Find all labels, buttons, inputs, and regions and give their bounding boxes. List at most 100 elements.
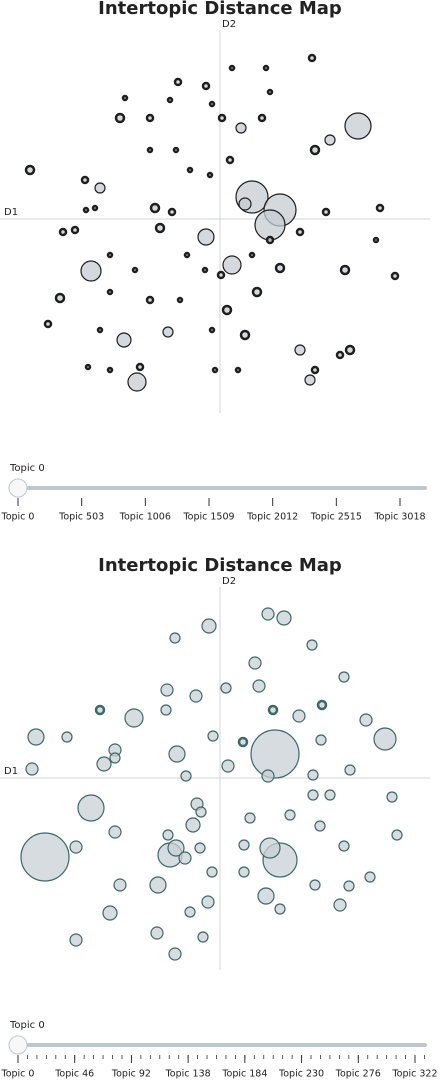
topic-bubble[interactable]: [390, 271, 400, 281]
topic-bubble[interactable]: [292, 709, 306, 723]
topic-bubble[interactable]: [262, 64, 270, 72]
topic-bubble[interactable]: [372, 236, 380, 244]
topic-bubble[interactable]: [295, 227, 305, 237]
topic-bubble[interactable]: [167, 207, 177, 217]
topic-bubble[interactable]: [344, 764, 356, 776]
topic-bubble[interactable]: [207, 730, 219, 742]
topic-bubble[interactable]: [238, 197, 252, 211]
topic-bubble[interactable]: [109, 752, 121, 764]
topic-bubble[interactable]: [304, 374, 316, 386]
topic-bubble[interactable]: [80, 175, 90, 185]
topic-bubble[interactable]: [274, 262, 286, 274]
topic-bubble[interactable]: [91, 204, 99, 212]
topic-bubble[interactable]: [145, 113, 155, 123]
topic-bubble[interactable]: [108, 825, 122, 839]
topic-bubble[interactable]: [167, 839, 185, 857]
topic-bubble[interactable]: [321, 207, 331, 217]
topic-bubble[interactable]: [194, 842, 206, 854]
topic-bubble[interactable]: [217, 113, 227, 123]
topic-bubble[interactable]: [197, 931, 209, 943]
topic-bubble[interactable]: [254, 209, 286, 241]
topic-bubble[interactable]: [201, 81, 211, 91]
topic-bubble[interactable]: [145, 295, 155, 305]
topic-bubble[interactable]: [391, 829, 403, 841]
topic-bubble[interactable]: [58, 227, 68, 237]
topic-bubble[interactable]: [276, 610, 292, 626]
topic-bubble[interactable]: [208, 100, 216, 108]
topic-bubble[interactable]: [106, 288, 114, 296]
topic-bubble[interactable]: [124, 708, 144, 728]
topic-bubble[interactable]: [70, 225, 80, 235]
topic-bubble[interactable]: [339, 264, 351, 276]
topic-bubble[interactable]: [186, 166, 194, 174]
topic-bubble[interactable]: [82, 206, 90, 214]
topic-bubble[interactable]: [310, 365, 320, 375]
topic-bubble[interactable]: [195, 806, 207, 818]
topic-bubble[interactable]: [335, 350, 345, 360]
topic-bubble[interactable]: [172, 146, 180, 154]
topic-bubble[interactable]: [307, 53, 317, 63]
topic-bubble[interactable]: [69, 840, 83, 854]
topic-bubble[interactable]: [252, 679, 266, 693]
topic-bubble[interactable]: [80, 260, 102, 282]
topic-bubble[interactable]: [113, 878, 127, 892]
topic-bubble[interactable]: [234, 366, 242, 374]
topic-bubble[interactable]: [211, 366, 219, 374]
topic-bubble[interactable]: [24, 164, 36, 176]
topic-bubble[interactable]: [25, 762, 39, 776]
topic-bubble[interactable]: [373, 727, 397, 751]
topic-bubble[interactable]: [257, 113, 267, 123]
topic-bubble[interactable]: [314, 820, 326, 832]
topic-bubble[interactable]: [149, 202, 161, 214]
topic-bubble[interactable]: [333, 898, 347, 912]
topic-bubble[interactable]: [208, 326, 216, 334]
topic-bubble[interactable]: [54, 292, 66, 304]
topic-bubble[interactable]: [146, 146, 154, 154]
topic-bubble[interactable]: [220, 682, 232, 694]
topic-bubble[interactable]: [266, 88, 274, 96]
topic-bubble[interactable]: [344, 112, 372, 140]
topic-bubble[interactable]: [201, 895, 215, 909]
topic-bubble[interactable]: [162, 829, 174, 841]
topic-bubble[interactable]: [259, 837, 281, 859]
topic-bubble[interactable]: [228, 64, 236, 72]
topic-bubble[interactable]: [238, 839, 250, 851]
topic-bubble[interactable]: [267, 704, 279, 716]
topic-bubble[interactable]: [154, 222, 166, 234]
topic-bubble[interactable]: [324, 134, 336, 146]
topic-bubble[interactable]: [43, 319, 53, 329]
topic-bubble[interactable]: [235, 122, 247, 134]
topic-bubble[interactable]: [338, 671, 350, 683]
topic-bubble[interactable]: [309, 879, 321, 891]
topic-bubble[interactable]: [307, 789, 319, 801]
topic-bubble[interactable]: [150, 926, 164, 940]
topic-bubble[interactable]: [149, 876, 167, 894]
topic-bubble[interactable]: [375, 203, 385, 213]
topic-bubble[interactable]: [166, 96, 174, 104]
topic-bubble[interactable]: [386, 791, 398, 803]
topic-bubble[interactable]: [27, 728, 45, 746]
topic-bubble[interactable]: [201, 618, 217, 634]
topic-bubble[interactable]: [338, 840, 350, 852]
topic-bubble[interactable]: [131, 266, 139, 274]
topic-bubble[interactable]: [261, 769, 275, 783]
topic-bubble[interactable]: [61, 731, 73, 743]
topic-bubble[interactable]: [162, 326, 174, 338]
slider-handle[interactable]: [8, 1035, 28, 1055]
topic-bubble[interactable]: [221, 304, 233, 316]
topic-bubble[interactable]: [261, 607, 275, 621]
topic-bubble[interactable]: [197, 228, 215, 246]
topic-bubble[interactable]: [69, 933, 83, 947]
topic-bubble[interactable]: [216, 270, 226, 280]
topic-bubble[interactable]: [168, 947, 182, 961]
topic-bubble[interactable]: [225, 155, 235, 165]
topic-bubble[interactable]: [344, 344, 356, 356]
topic-bubble[interactable]: [324, 789, 336, 801]
topic-bubble[interactable]: [306, 639, 318, 651]
topic-bubble[interactable]: [106, 366, 114, 374]
topic-bubble[interactable]: [237, 736, 249, 748]
topic-bubble[interactable]: [184, 906, 196, 918]
topic-bubble[interactable]: [114, 112, 126, 124]
topic-bubble[interactable]: [160, 704, 172, 716]
topic-bubble[interactable]: [96, 326, 104, 334]
